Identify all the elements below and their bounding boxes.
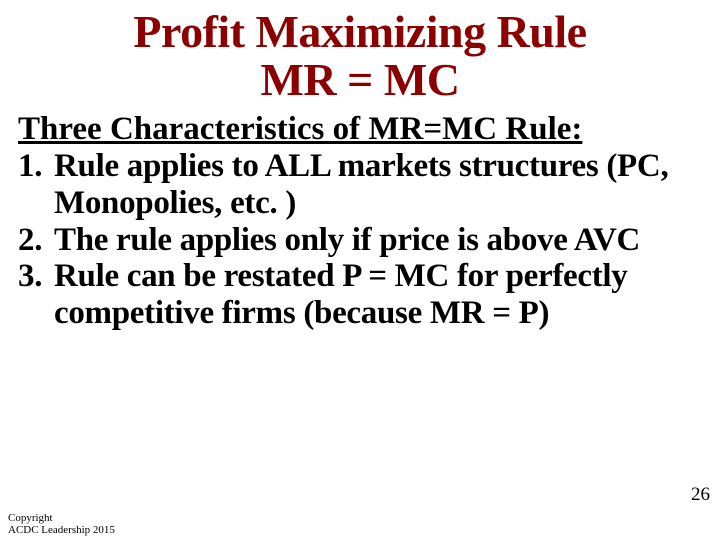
slide: Profit Maximizing Rule MR = MC Three Cha… [0,0,720,540]
list-item: Rule applies to ALL markets structures (… [18,148,702,222]
page-number: 26 [691,484,710,506]
list-item: The rule applies only if price is above … [18,222,702,259]
characteristics-list: Rule applies to ALL markets structures (… [18,148,702,333]
copyright: Copyright ACDC Leadership 2015 [8,512,115,536]
copyright-line-1: Copyright [8,512,53,524]
title-line-2: MR = MC [261,54,460,105]
subtitle: Three Characteristics of MR=MC Rule: [18,111,702,148]
title-line-1: Profit Maximizing Rule [133,6,586,57]
list-item: Rule can be restated P = MC for perfectl… [18,258,702,332]
slide-title: Profit Maximizing Rule MR = MC [18,8,702,105]
copyright-line-2: ACDC Leadership 2015 [8,524,115,536]
